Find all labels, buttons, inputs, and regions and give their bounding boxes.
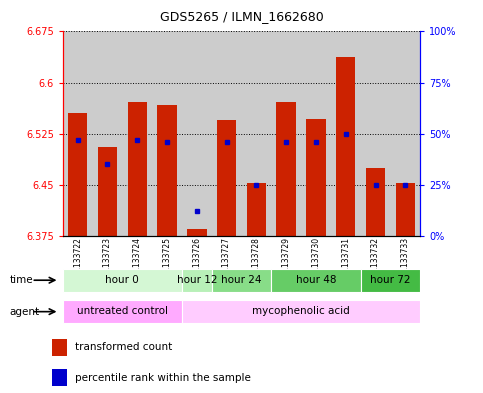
Text: mycophenolic acid: mycophenolic acid	[252, 307, 350, 316]
Bar	[212, 31, 242, 236]
Text: GDS5265 / ILMN_1662680: GDS5265 / ILMN_1662680	[159, 10, 324, 23]
Bar	[247, 184, 266, 236]
Bar	[390, 31, 420, 236]
Bar	[182, 300, 420, 323]
Bar	[242, 31, 271, 236]
Bar	[361, 31, 390, 236]
Bar	[53, 369, 67, 386]
Bar	[68, 113, 87, 236]
Bar	[361, 268, 420, 292]
Text: transformed count: transformed count	[75, 342, 172, 352]
Bar	[98, 147, 117, 236]
Bar	[152, 31, 182, 236]
Bar	[301, 31, 331, 236]
Bar	[63, 268, 182, 292]
Bar	[217, 120, 236, 236]
Text: hour 72: hour 72	[370, 275, 411, 285]
Text: hour 48: hour 48	[296, 275, 336, 285]
Bar	[276, 102, 296, 236]
Bar	[182, 31, 212, 236]
Bar	[53, 339, 67, 356]
Bar	[157, 105, 177, 236]
Text: hour 24: hour 24	[221, 275, 262, 285]
Text: time: time	[10, 275, 33, 285]
Bar	[63, 300, 182, 323]
Text: untreated control: untreated control	[77, 307, 168, 316]
Text: hour 12: hour 12	[177, 275, 217, 285]
Bar	[336, 57, 355, 236]
Bar	[128, 102, 147, 236]
Bar	[212, 268, 271, 292]
Bar	[187, 229, 207, 236]
Bar	[122, 31, 152, 236]
Bar	[396, 184, 415, 236]
Bar	[306, 119, 326, 236]
Text: agent: agent	[10, 307, 40, 317]
Text: percentile rank within the sample: percentile rank within the sample	[75, 373, 251, 383]
Bar	[182, 268, 212, 292]
Bar	[271, 268, 361, 292]
Bar	[63, 31, 93, 236]
Text: hour 0: hour 0	[105, 275, 139, 285]
Bar	[366, 168, 385, 236]
Bar	[93, 31, 122, 236]
Bar	[271, 31, 301, 236]
Bar	[331, 31, 361, 236]
